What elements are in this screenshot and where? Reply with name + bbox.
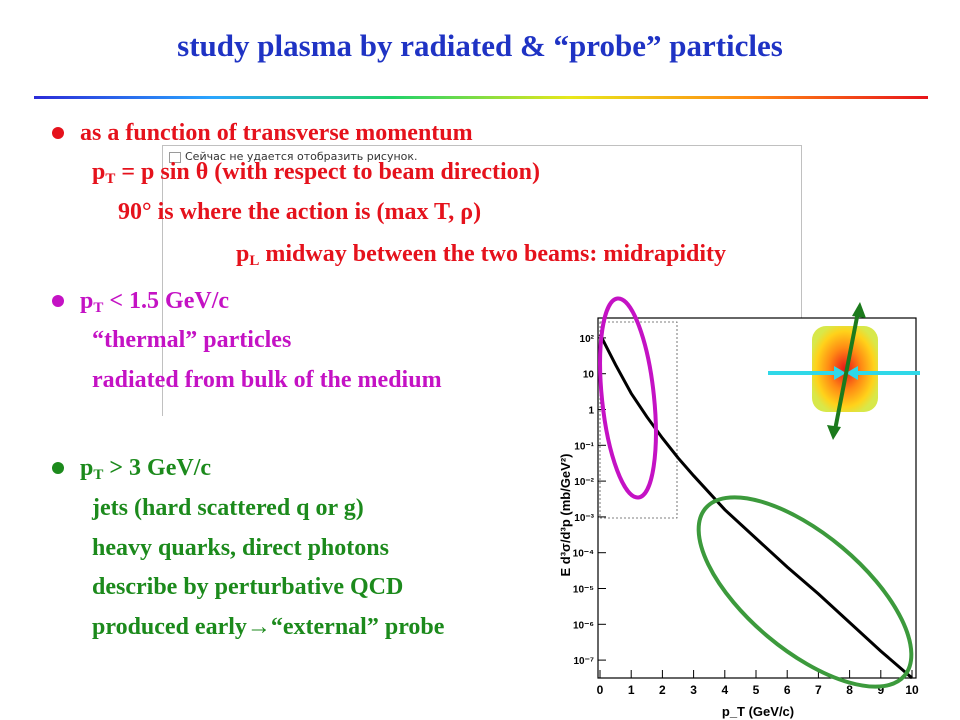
y-tick-label: 10⁻² bbox=[574, 477, 594, 488]
y-tick-label: 10⁻⁷ bbox=[573, 656, 594, 667]
image-placeholder-caption: Сейчас не удается отобразить рисунок. bbox=[185, 150, 418, 163]
bullet-3-line-2: jets (hard scattered q or g) bbox=[92, 495, 364, 521]
x-tick-label: 0 bbox=[597, 683, 604, 697]
y-axis-label: E d³σ/d³p (mb/GeV²) bbox=[560, 454, 573, 577]
x-tick-label: 7 bbox=[815, 683, 822, 697]
x-tick-label: 4 bbox=[721, 683, 728, 697]
x-tick-label: 8 bbox=[846, 683, 853, 697]
beam-left-arrowhead bbox=[834, 366, 846, 380]
x-axis-ticks: 0 1 2 3 4 5 6 7 8 9 10 bbox=[597, 670, 919, 697]
pt-spectrum-plot: 0 1 2 3 4 5 6 7 8 9 10 10²10110⁻¹10⁻²10⁻³10⁻⁴10⁻⁵1… bbox=[560, 296, 920, 719]
transverse-arrowhead-top bbox=[852, 302, 866, 318]
hard-probe-region-ellipse bbox=[696, 495, 914, 689]
bullet-2-line-1: pT < 1.5 GeV/c bbox=[80, 288, 230, 316]
x-tick-label: 9 bbox=[877, 683, 884, 697]
bullet-1-line-4: pL midway between the two beams: midrapi… bbox=[236, 241, 727, 269]
broken-image-icon bbox=[169, 152, 181, 163]
y-tick-label: 10 bbox=[583, 370, 595, 381]
inset-box bbox=[599, 321, 678, 519]
bullet-3-line-4: describe by perturbative QCD bbox=[92, 574, 404, 600]
x-tick-label: 6 bbox=[784, 683, 791, 697]
y-axis-ticks: 10² 10 1 10⁻¹ 10⁻² 10⁻³ 10⁻⁴ 10⁻⁵ 10⁻⁶ 10⁻⁷ bbox=[573, 334, 606, 667]
bullet-2-line-2: “thermal” particles bbox=[92, 327, 292, 353]
y-tick-label: 10⁻³ bbox=[574, 513, 594, 524]
bullet-1-line-1: as a function of transverse momentum bbox=[80, 120, 473, 146]
x-tick-label: 1 bbox=[628, 683, 635, 697]
x-tick-label: 2 bbox=[659, 683, 666, 697]
bullet-2-line-3: radiated from bulk of the medium bbox=[92, 367, 442, 393]
bullet-3-line-1: pT > 3 GeV/c bbox=[80, 455, 212, 483]
bullet-1-line-3: 90° is where the action is (max T, ρ) bbox=[118, 199, 482, 225]
bullet-3-line-3: heavy quarks, direct photons bbox=[92, 535, 389, 561]
title-rainbow-divider bbox=[34, 96, 928, 99]
image-placeholder-frame: Сейчас не удается отобразить рисунок. bbox=[162, 145, 802, 416]
x-tick-label: 10 bbox=[905, 683, 919, 697]
slide-title: study plasma by radiated & “probe” parti… bbox=[177, 28, 783, 63]
spectrum-curve bbox=[598, 333, 913, 680]
transverse-arrow bbox=[833, 311, 860, 431]
y-tick-label: 10⁻⁶ bbox=[573, 620, 594, 631]
bullet-1-line-2: pT = p sin θ (with respect to beam direc… bbox=[92, 159, 540, 187]
beam-right-arrowhead bbox=[846, 366, 858, 380]
bullet-3-line-5: produced early→“external” probe bbox=[92, 614, 445, 640]
y-tick-label: 10² bbox=[580, 334, 595, 345]
bullet-1-dot bbox=[52, 127, 64, 139]
y-tick-label: 1 bbox=[588, 406, 594, 417]
x-tick-label: 5 bbox=[753, 683, 760, 697]
x-tick-label: 3 bbox=[690, 683, 697, 697]
bullet-3-dot bbox=[52, 462, 64, 474]
transverse-arrowhead-bottom bbox=[827, 425, 841, 440]
y-tick-label: 10⁻¹ bbox=[574, 441, 594, 452]
thermal-region-ellipse bbox=[598, 296, 658, 500]
y-tick-label: 10⁻⁴ bbox=[573, 549, 594, 560]
bullet-2-dot bbox=[52, 295, 64, 307]
x-axis-label: p_T (GeV/c) bbox=[722, 704, 794, 719]
y-tick-label: 10⁻⁵ bbox=[573, 585, 594, 596]
